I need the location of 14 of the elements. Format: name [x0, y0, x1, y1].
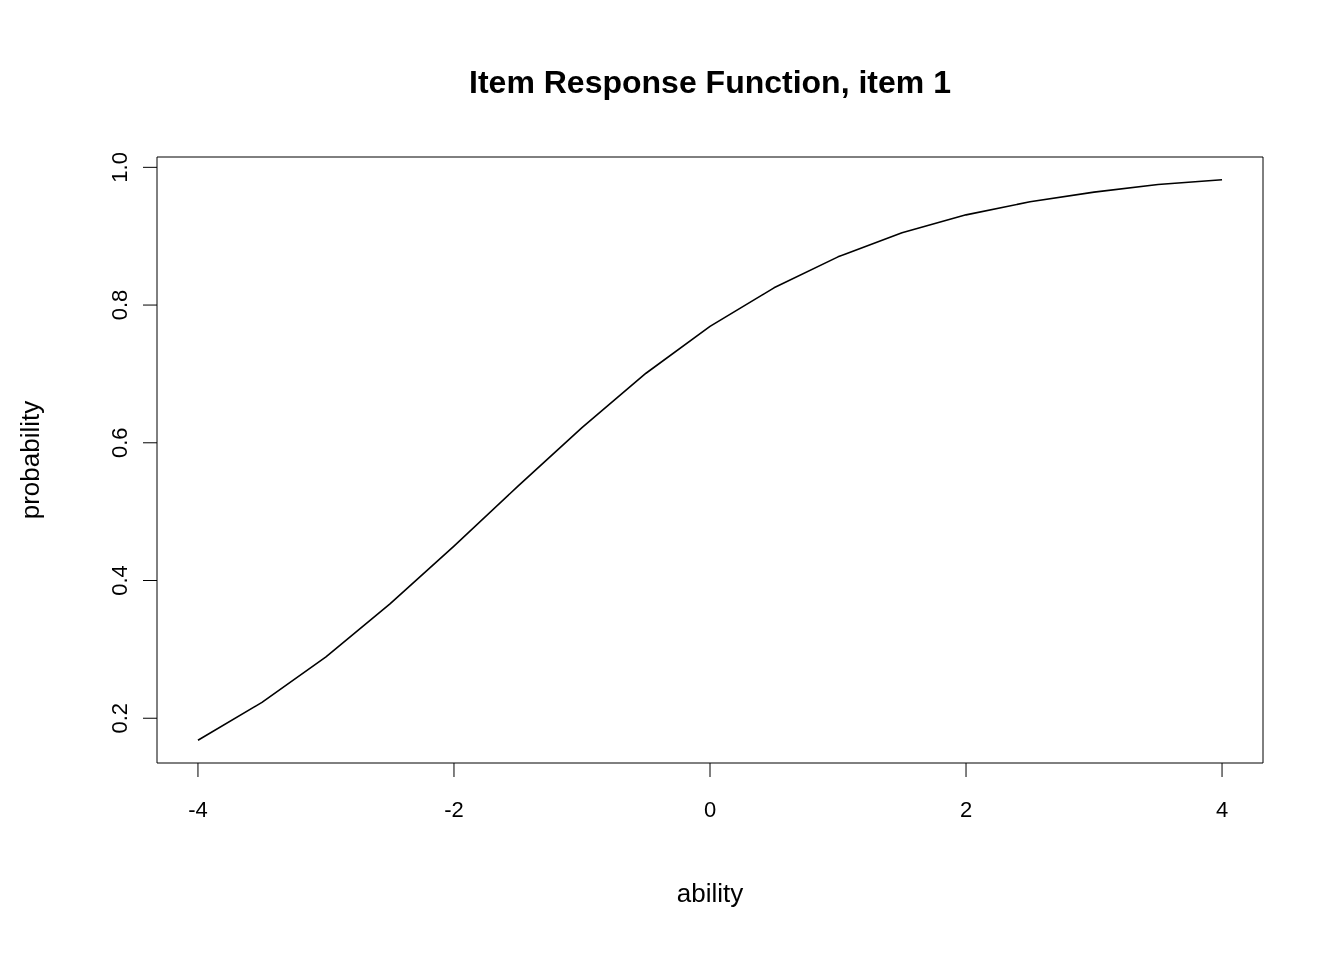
- x-axis-title: ability: [675, 878, 745, 909]
- y-tick-label: 0.2: [107, 702, 132, 734]
- x-tick-label: -2: [444, 797, 464, 822]
- y-tick-label: 1.0: [107, 152, 132, 183]
- x-tick-label: 2: [959, 797, 973, 822]
- y-tick-label: 0.6: [107, 427, 132, 459]
- y-axis-title: probability: [14, 400, 46, 520]
- y-tick-label: 0.8: [107, 289, 132, 321]
- x-tick-label: 4: [1215, 797, 1229, 822]
- line-series: [197, 178, 1223, 742]
- y-tick-label: 0.4: [107, 565, 132, 596]
- x-tick-label: -4: [188, 797, 208, 822]
- x-tick-label: 0: [703, 797, 717, 822]
- chart-title: Item Response Function, item 1: [468, 64, 952, 101]
